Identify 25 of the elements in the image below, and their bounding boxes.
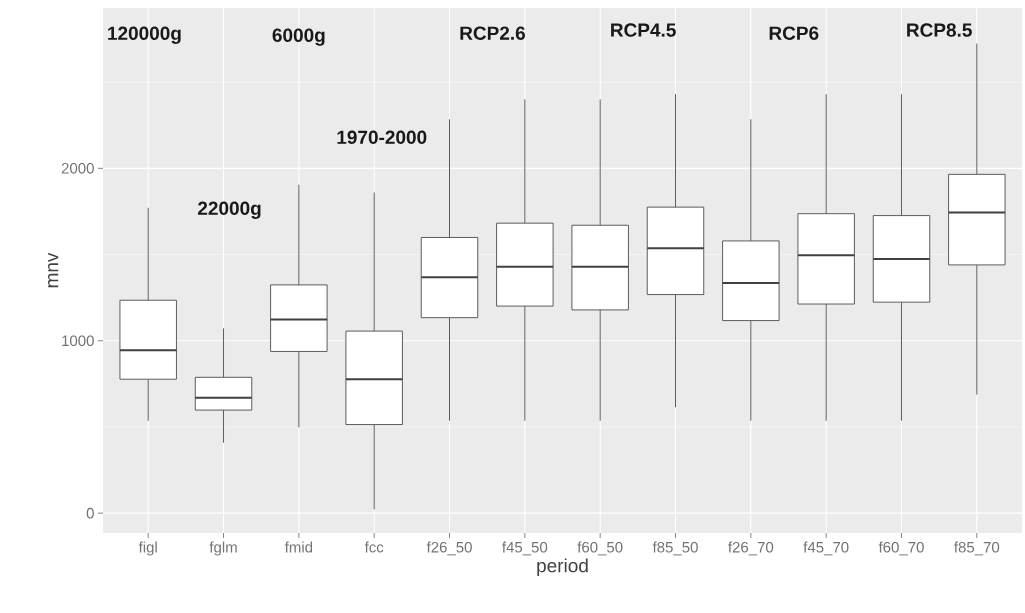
annotation: 22000g bbox=[197, 201, 261, 219]
x-tick-label: f60_50 bbox=[577, 541, 623, 556]
annotation: RCP2.6 bbox=[460, 26, 526, 40]
x-tick-label: f85_70 bbox=[954, 541, 1000, 556]
x-tick-label: f45_50 bbox=[502, 541, 548, 556]
x-tick-label: fcc bbox=[364, 541, 384, 553]
annotation: RCP8.5 bbox=[907, 23, 972, 37]
x-tick-label: f60_70 bbox=[878, 541, 924, 556]
y-tick-label: 2000 bbox=[61, 163, 94, 174]
x-tick-label: f85_50 bbox=[652, 541, 698, 556]
annotation: RCP6 bbox=[769, 26, 819, 40]
annotation: 120000g bbox=[108, 26, 181, 44]
x-tick-label: figl bbox=[138, 541, 157, 556]
y-tick-label: 1000 bbox=[62, 335, 94, 347]
annotation: 1970-2000 bbox=[337, 130, 427, 145]
y-axis-title: mnv bbox=[48, 252, 59, 288]
annotation: RCP4.5 bbox=[611, 23, 676, 37]
x-tick-label: fmid bbox=[284, 541, 313, 553]
x-axis-title: period bbox=[537, 558, 588, 577]
x-tick-label: f45_70 bbox=[803, 541, 849, 556]
x-tick-label: fglm bbox=[209, 541, 237, 556]
x-tick-label: f26_50 bbox=[426, 541, 472, 556]
annotation: 6000g bbox=[272, 28, 325, 46]
x-tick-label: f26_70 bbox=[728, 541, 774, 556]
y-tick-label: 0 bbox=[86, 507, 94, 519]
